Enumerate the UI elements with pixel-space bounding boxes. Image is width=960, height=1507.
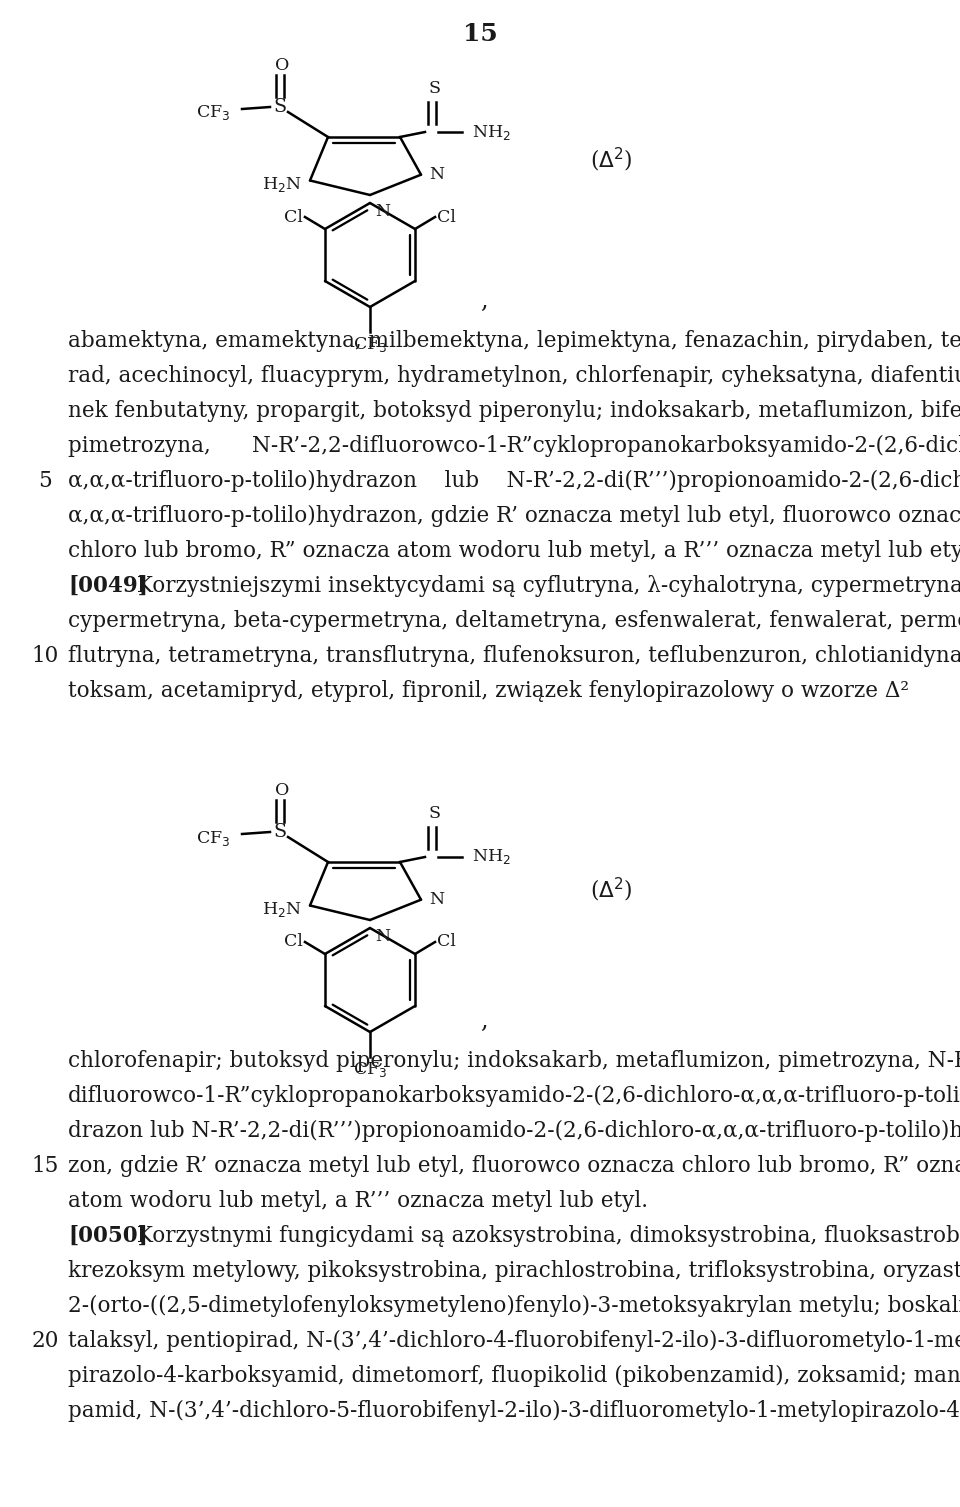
Text: O: O [275,782,289,799]
Text: S: S [274,823,287,841]
Text: flutryna, tetrametryna, transflutryna, flufenoksuron, teflubenzuron, chlotianidy: flutryna, tetrametryna, transflutryna, f… [68,645,960,668]
Text: drazon lub N-R’-2,2-di(R’’’)propionoamido-2-(2,6-dichloro-α,α,α-trifluoro-p-toli: drazon lub N-R’-2,2-di(R’’’)propionoamid… [68,1120,960,1142]
Text: Cl: Cl [437,208,456,226]
Text: S: S [429,805,441,821]
Text: difluorowco-1-R”cyklopropanokarboksyamido-2-(2,6-dichloro-α,α,α-trifluoro-p-toli: difluorowco-1-R”cyklopropanokarboksyamid… [68,1085,960,1108]
Text: pirazolo-4-karboksyamid, dimetomorf, fluopikolid (pikobenzamid), zoksamid; mandi: pirazolo-4-karboksyamid, dimetomorf, flu… [68,1365,960,1386]
Text: krezoksym metylowy, pikoksystrobina, pirachlostrobina, trifloksystrobina, oryzas: krezoksym metylowy, pikoksystrobina, pir… [68,1260,960,1282]
Text: talaksyl, pentiopirad, N-(3’,4’-dichloro-4-fluorobifenyl-2-ilo)-3-difluorometylo: talaksyl, pentiopirad, N-(3’,4’-dichloro… [68,1331,960,1352]
Text: atom wodoru lub metyl, a R’’’ oznacza metyl lub etyl.: atom wodoru lub metyl, a R’’’ oznacza me… [68,1191,648,1212]
Text: N: N [429,891,444,909]
Text: S: S [429,80,441,96]
Text: Cl: Cl [437,933,456,951]
Text: nek fenbutatyny, propargit, botoksyd piperonylu; indoksakarb, metaflumizon, bife: nek fenbutatyny, propargit, botoksyd pip… [68,399,960,422]
Text: α,α,α-trifluoro-p-tolilo)hydrazon, gdzie R’ oznacza metyl lub etyl, fluorowco oz: α,α,α-trifluoro-p-tolilo)hydrazon, gdzie… [68,505,960,527]
Text: Korzystnymi fungicydami są azoksystrobina, dimoksystrobina, fluoksastrobina,: Korzystnymi fungicydami są azoksystrobin… [130,1225,960,1246]
Text: CF$_3$: CF$_3$ [353,335,387,354]
Text: toksam, acetamipryd, etyprol, fipronil, związek fenylopirazolowy o wzorze Δ²: toksam, acetamipryd, etyprol, fipronil, … [68,680,909,702]
Text: [0049]: [0049] [68,576,148,597]
Text: H$_2$N: H$_2$N [262,175,302,194]
Text: Korzystniejszymi insektycydami są cyflutryna, λ-cyhalotryna, cypermetryna, alfa-: Korzystniejszymi insektycydami są cyflut… [130,576,960,597]
Text: N: N [375,928,390,945]
Text: 10: 10 [32,645,59,668]
Text: 5: 5 [38,470,52,491]
Text: H$_2$N: H$_2$N [262,900,302,919]
Text: CF$_3$: CF$_3$ [353,1059,387,1079]
Text: 15: 15 [463,23,497,47]
Text: O: O [275,57,289,74]
Text: NH$_2$: NH$_2$ [472,847,511,867]
Text: α,α,α-trifluoro-p-tolilo)hydrazon    lub    N-R’-2,2-di(R’’’)propionoamido-2-(2,: α,α,α-trifluoro-p-tolilo)hydrazon lub N-… [68,470,960,493]
Text: ,: , [480,289,488,313]
Text: ,: , [480,1010,488,1032]
Text: Cl: Cl [284,208,303,226]
Text: CF$_3$: CF$_3$ [196,829,230,847]
Text: 20: 20 [32,1331,59,1352]
Text: cypermetryna, beta-cypermetryna, deltametryna, esfenwalerat, fenwalerat, permetr: cypermetryna, beta-cypermetryna, deltame… [68,610,960,631]
Text: NH$_2$: NH$_2$ [472,122,511,142]
Text: Cl: Cl [284,933,303,951]
Text: pimetrozyna,      N-R’-2,2-difluorowco-1-R”cyklopropanokarboksyamido-2-(2,6-dich: pimetrozyna, N-R’-2,2-difluorowco-1-R”cy… [68,436,960,457]
Text: pamid, N-(3’,4’-dichloro-5-fluorobifenyl-2-ilo)-3-difluorometylo-1-metylopirazol: pamid, N-(3’,4’-dichloro-5-fluorobifenyl… [68,1400,960,1423]
Text: N: N [429,166,444,184]
Text: zon, gdzie R’ oznacza metyl lub etyl, fluorowco oznacza chloro lub bromo, R” ozn: zon, gdzie R’ oznacza metyl lub etyl, fl… [68,1154,960,1177]
Text: CF$_3$: CF$_3$ [196,104,230,122]
Text: chlorofenapir; butoksyd piperonylu; indoksakarb, metaflumizon, pimetrozyna, N-R’: chlorofenapir; butoksyd piperonylu; indo… [68,1050,960,1071]
Text: 15: 15 [32,1154,59,1177]
Text: ($\Delta^2$): ($\Delta^2$) [590,876,633,904]
Text: chloro lub bromo, R” oznacza atom wodoru lub metyl, a R’’’ oznacza metyl lub ety: chloro lub bromo, R” oznacza atom wodoru… [68,540,960,562]
Text: 2-(orto-((2,5-dimetylofenyloksymetyleno)fenylo)-3-metoksyakrylan metylu; boskali: 2-(orto-((2,5-dimetylofenyloksymetyleno)… [68,1295,960,1317]
Text: abamektyna, emamektyna, milbemektyna, lepimektyna, fenazachin, pirydaben, tebufe: abamektyna, emamektyna, milbemektyna, le… [68,330,960,353]
Text: rad, acechinocyl, fluacyprym, hydrametylnon, chlorfenapir, cyheksatyna, diafenti: rad, acechinocyl, fluacyprym, hydrametyl… [68,365,960,387]
Text: S: S [274,98,287,116]
Text: N: N [375,203,390,220]
Text: ($\Delta^2$): ($\Delta^2$) [590,146,633,175]
Text: [0050]: [0050] [68,1225,148,1246]
